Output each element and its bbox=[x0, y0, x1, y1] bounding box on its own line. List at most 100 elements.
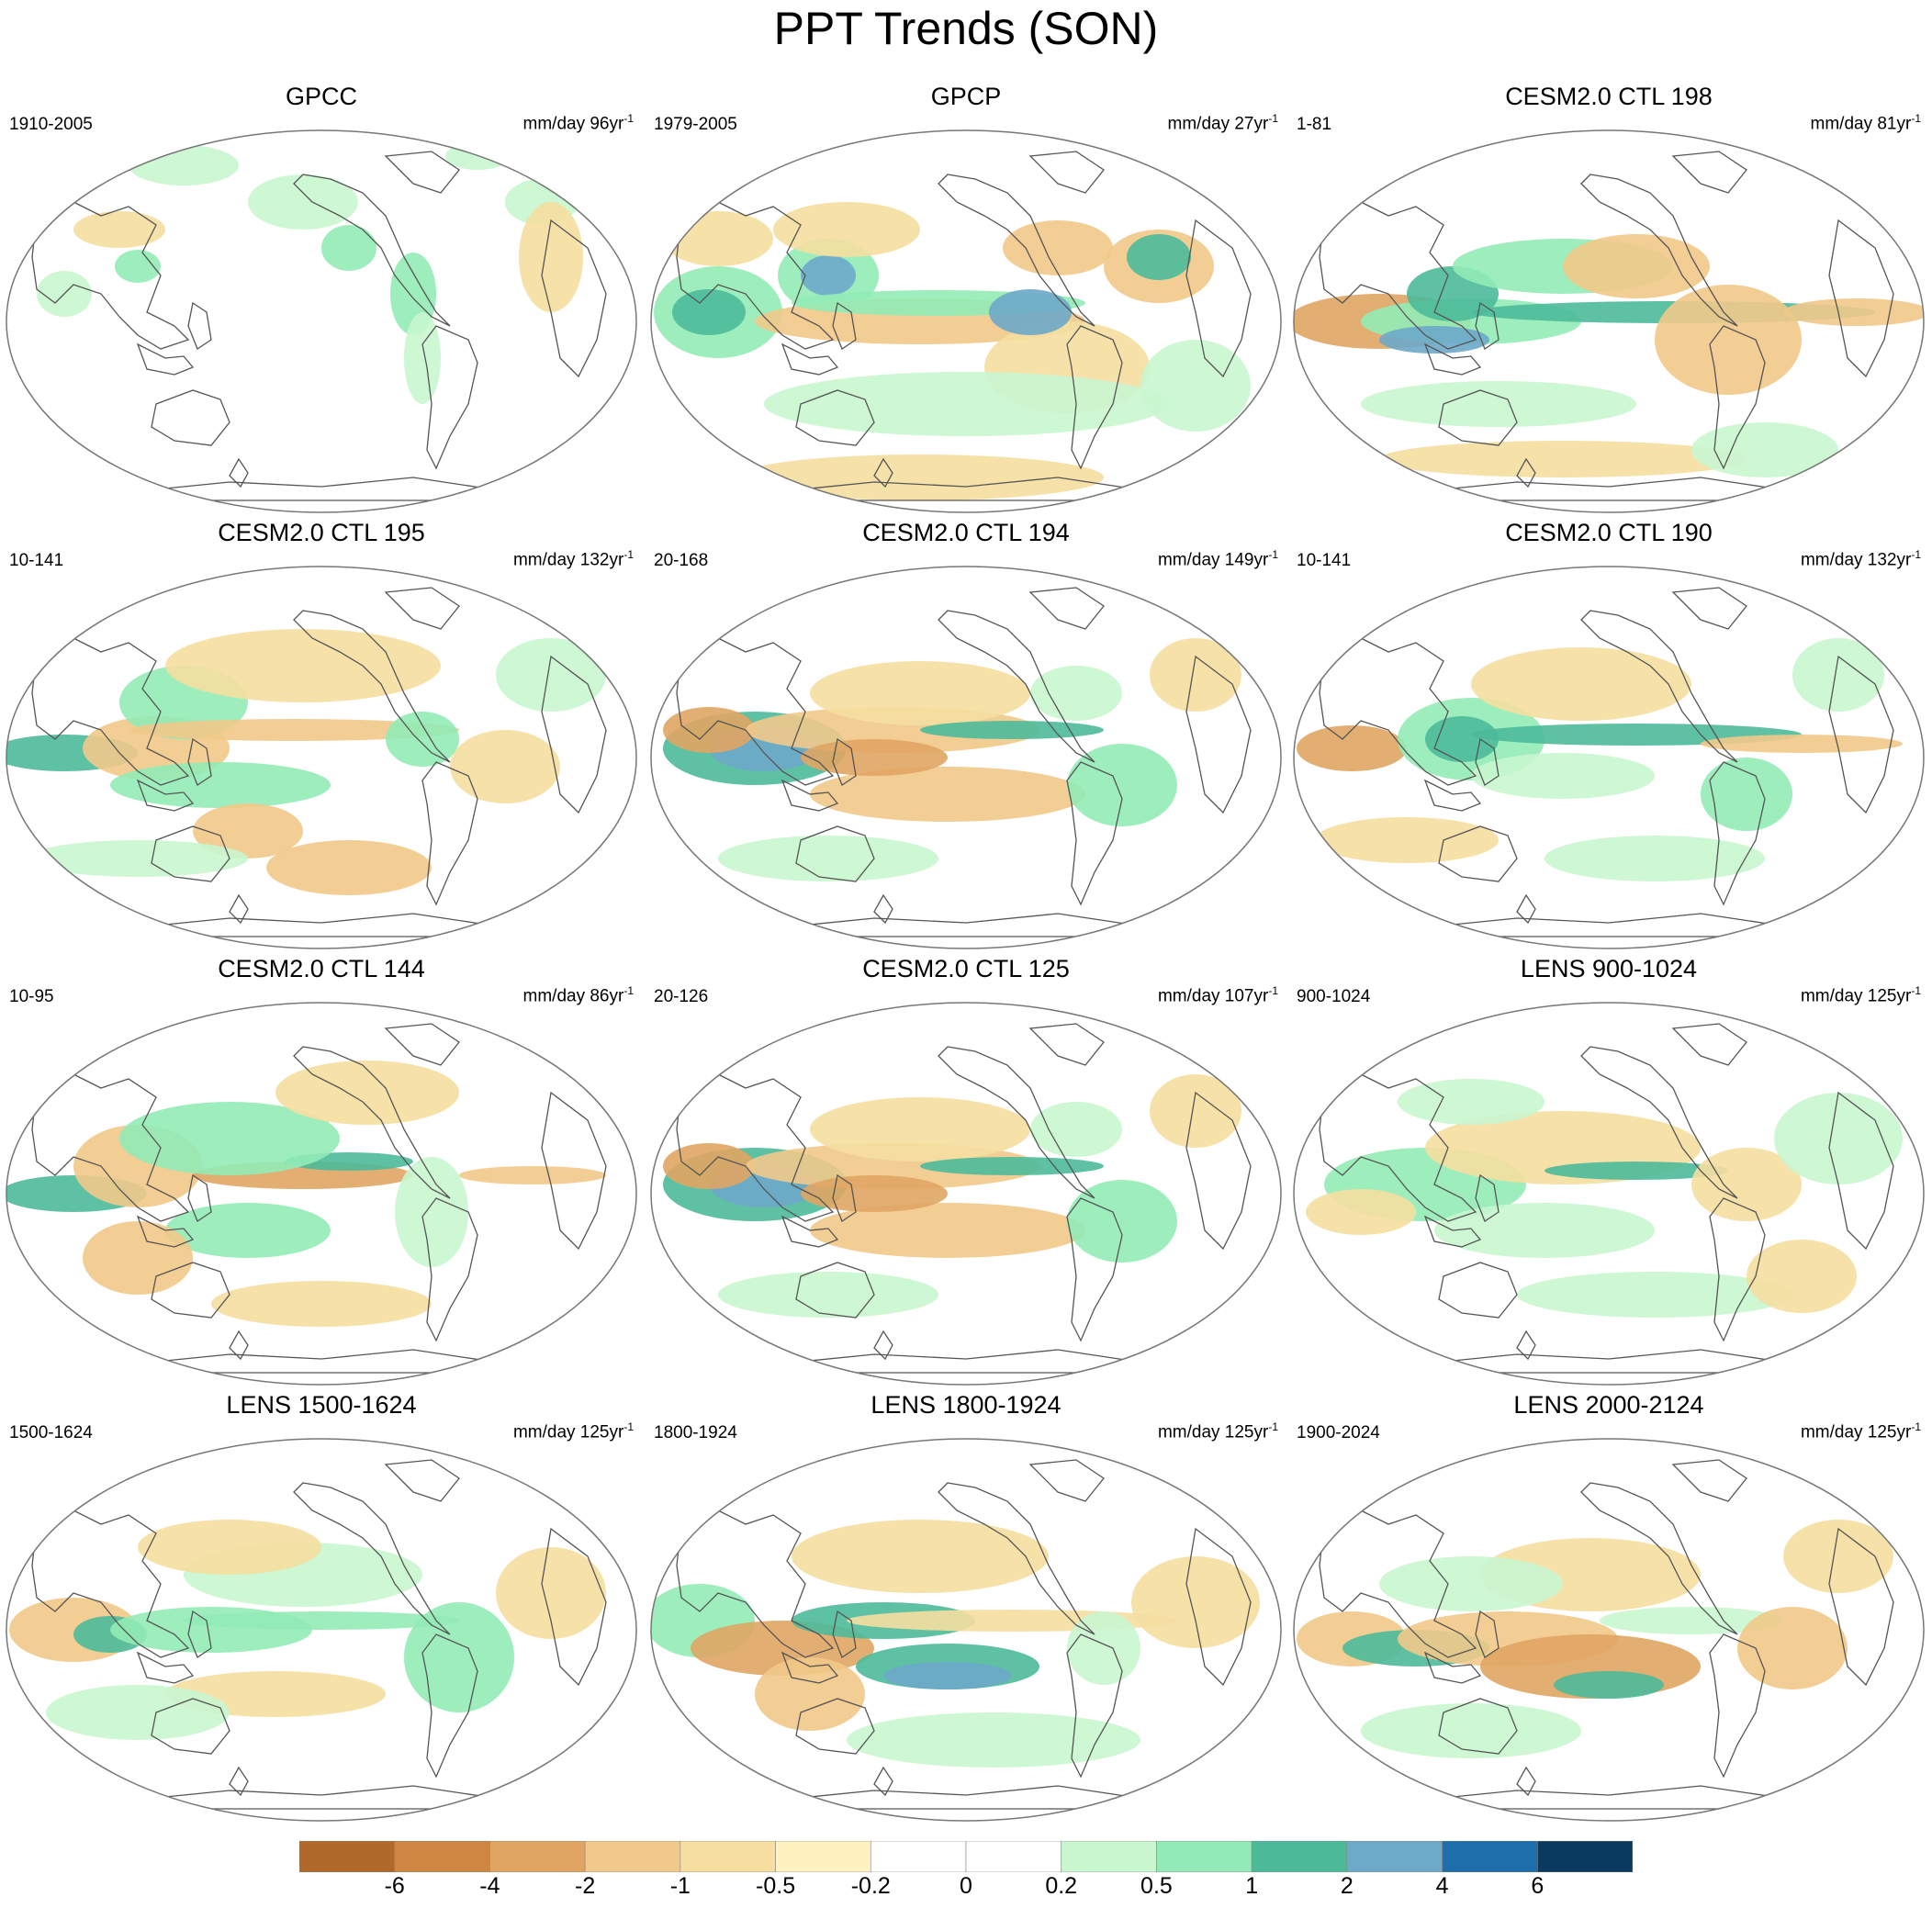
coastline bbox=[187, 301, 212, 350]
map-border bbox=[650, 1002, 1282, 1386]
colorbar-tick-label: -0.2 bbox=[850, 1873, 891, 1899]
trend-region bbox=[1747, 1240, 1857, 1313]
coastline bbox=[541, 219, 607, 378]
coastline bbox=[229, 1330, 249, 1361]
trend-region bbox=[165, 629, 441, 702]
coastline bbox=[832, 1173, 857, 1222]
coastline bbox=[1475, 737, 1500, 786]
figure-title: PPT Trends (SON) bbox=[773, 3, 1159, 54]
coastline bbox=[1828, 655, 1894, 814]
coastline bbox=[229, 893, 249, 925]
trend-region bbox=[773, 202, 920, 257]
coastline bbox=[1475, 1610, 1500, 1658]
trend-region bbox=[810, 1097, 1030, 1162]
trend-region bbox=[1379, 441, 1747, 477]
trend-region bbox=[792, 1520, 1049, 1593]
trend-region bbox=[386, 712, 459, 767]
map-panel: CESM2.0 CTL 190 10-141 mm/day 132yr-1 bbox=[1287, 519, 1930, 950]
coastline bbox=[293, 174, 451, 327]
trend-region bbox=[129, 719, 459, 741]
map-border bbox=[650, 129, 1282, 513]
trend-region bbox=[672, 289, 746, 335]
coastline bbox=[1185, 1527, 1252, 1687]
coastline bbox=[151, 389, 230, 446]
units-exponent: -1 bbox=[1268, 548, 1278, 561]
trend-region bbox=[46, 1685, 230, 1740]
panel-period-label: 10-95 bbox=[9, 987, 54, 1006]
trend-region bbox=[1434, 1203, 1655, 1258]
panel-units-label: mm/day 86yr-1 bbox=[523, 984, 634, 1006]
coastline bbox=[1516, 1330, 1536, 1361]
coastline bbox=[1319, 637, 1477, 786]
trend-region bbox=[266, 840, 432, 895]
coastline bbox=[1319, 1073, 1477, 1222]
panel-period-label: 10-141 bbox=[9, 551, 64, 570]
coastline bbox=[136, 779, 195, 812]
units-text: mm/day 27yr bbox=[1167, 114, 1269, 134]
map-border bbox=[6, 1438, 637, 1822]
panel-units-label: mm/day 125yr-1 bbox=[1801, 984, 1921, 1006]
coastline bbox=[1475, 301, 1500, 350]
coastline bbox=[1709, 325, 1766, 470]
map-panel: CESM2.0 CTL 198 1-81 mm/day 81yr-1 bbox=[1287, 83, 1930, 514]
colorbar-swatch bbox=[1536, 1841, 1633, 1872]
coastline bbox=[1516, 893, 1536, 925]
trend-region bbox=[211, 1281, 432, 1327]
trend-region bbox=[801, 255, 856, 296]
map-border bbox=[6, 1002, 637, 1386]
coastline bbox=[229, 1766, 249, 1797]
map-panel: LENS 900-1024 900-1024 mm/day 125yr-1 bbox=[1287, 955, 1930, 1386]
trend-region bbox=[1691, 1148, 1802, 1221]
trend-region bbox=[718, 1272, 938, 1318]
trend-region bbox=[1563, 234, 1710, 298]
trend-region bbox=[1544, 1162, 1728, 1180]
units-exponent: -1 bbox=[623, 548, 634, 561]
coastline bbox=[1423, 1215, 1482, 1248]
panel-period-label: 1500-1624 bbox=[9, 1423, 93, 1442]
trend-region bbox=[129, 145, 239, 185]
panel-title: CESM2.0 CTL 195 bbox=[218, 519, 425, 546]
colorbar-tick-label: 0.2 bbox=[1045, 1873, 1078, 1899]
trend-region bbox=[1600, 1607, 1783, 1634]
units-text: mm/day 125yr bbox=[512, 1422, 624, 1442]
map-border bbox=[6, 566, 637, 949]
coastline bbox=[1066, 1633, 1123, 1779]
units-text: mm/day 86yr bbox=[522, 986, 624, 1006]
units-exponent: -1 bbox=[1268, 984, 1278, 997]
panel-period-label: 1900-2024 bbox=[1297, 1423, 1380, 1442]
coastline bbox=[676, 637, 835, 786]
trend-region bbox=[810, 661, 1030, 725]
panel-period-label: 10-141 bbox=[1297, 551, 1352, 570]
coastline bbox=[541, 1091, 607, 1251]
trend-region bbox=[115, 250, 161, 283]
trend-region bbox=[1737, 1607, 1848, 1689]
map-panel: CESM2.0 CTL 144 10-95 mm/day 86yr-1 bbox=[0, 955, 643, 1386]
panel-period-label: 1-81 bbox=[1297, 115, 1332, 134]
coastline bbox=[1028, 1023, 1105, 1066]
trend-region bbox=[1361, 1703, 1581, 1758]
coastline bbox=[781, 779, 839, 812]
trend-region bbox=[1783, 298, 1924, 326]
trend-region bbox=[1691, 422, 1838, 477]
coastline bbox=[676, 201, 835, 350]
coastline bbox=[873, 1766, 893, 1797]
panel-units-label: mm/day 125yr-1 bbox=[1158, 1420, 1278, 1442]
colorbar-tick-label: -4 bbox=[479, 1873, 500, 1899]
trend-region bbox=[496, 638, 606, 712]
colorbar-swatch bbox=[394, 1841, 490, 1872]
trend-region bbox=[1774, 1093, 1903, 1184]
panel-period-label: 900-1024 bbox=[1297, 987, 1371, 1006]
map-border bbox=[1293, 1438, 1925, 1822]
coastline bbox=[1438, 1262, 1518, 1319]
panel-units-label: mm/day 27yr-1 bbox=[1168, 112, 1278, 134]
trend-region bbox=[404, 312, 441, 404]
coastline bbox=[31, 1510, 190, 1658]
units-exponent: -1 bbox=[1268, 1420, 1278, 1433]
coastline bbox=[1580, 174, 1738, 327]
coastline bbox=[938, 610, 1095, 763]
trend-region bbox=[1067, 1180, 1177, 1263]
coastline bbox=[1828, 1527, 1894, 1687]
coastline bbox=[1066, 325, 1123, 470]
coastline bbox=[541, 655, 607, 814]
panel-title: GPCP bbox=[930, 83, 1002, 110]
